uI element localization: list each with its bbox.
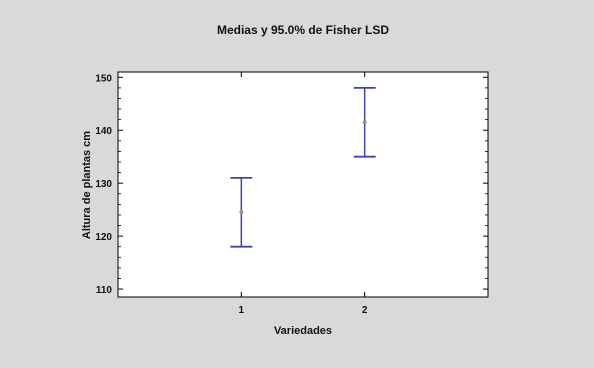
error-bars	[230, 86, 376, 248]
chart-title: Medias y 95.0% de Fisher LSD	[217, 23, 389, 37]
x-tick-label: 2	[362, 305, 368, 316]
x-axis-label: Variedades	[274, 325, 332, 337]
y-tick-label: 120	[95, 232, 112, 243]
plot-area	[117, 71, 489, 298]
x-tick-label: 1	[239, 305, 245, 316]
mean-marker	[239, 210, 244, 215]
y-axis-ticks: 110 120 130 140 150	[95, 73, 488, 296]
y-tick-label: 150	[95, 73, 112, 84]
y-tick-label: 140	[95, 126, 112, 137]
mean-marker	[362, 120, 367, 125]
y-tick-label: 130	[95, 179, 112, 190]
y-tick-label: 110	[96, 285, 113, 296]
y-axis-label: Altura de plantas cm	[81, 131, 93, 239]
